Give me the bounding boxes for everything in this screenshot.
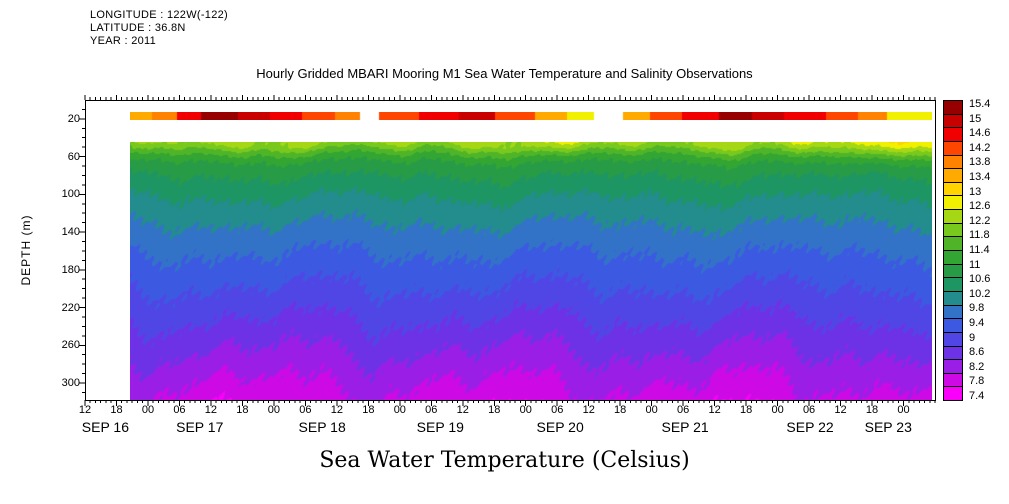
colorbar-label: 8.6 bbox=[969, 346, 985, 359]
meta-latitude: LATITUDE : 36.8N bbox=[90, 22, 186, 34]
colorbar-cell bbox=[944, 195, 962, 210]
x-hour-tick-label: 18 bbox=[488, 404, 501, 416]
x-hour-tick-label: 12 bbox=[834, 404, 847, 416]
y-tick-label: 60 bbox=[67, 150, 80, 163]
y-axis-label: DEPTH (m) bbox=[19, 214, 33, 286]
footer-axis-title: Sea Water Temperature (Celsius) bbox=[319, 448, 690, 473]
colorbar-cell bbox=[944, 140, 962, 155]
x-hour-tick-label: 06 bbox=[551, 404, 564, 416]
colorbar-label: 13.4 bbox=[969, 171, 991, 183]
colorbar-label: 10.2 bbox=[969, 287, 991, 300]
x-hour-tick-label: 00 bbox=[645, 404, 658, 416]
colorbar-label: 15 bbox=[969, 112, 982, 125]
colorbar-cell bbox=[944, 318, 962, 332]
plot-title: Hourly Gridded MBARI Mooring M1 Sea Wate… bbox=[256, 66, 753, 81]
x-hour-tick-label: 00 bbox=[771, 404, 784, 416]
colorbar-cell bbox=[944, 209, 962, 223]
colorbar-cell bbox=[944, 331, 962, 346]
colorbar-label: 9 bbox=[969, 331, 976, 344]
x-hour-tick-label: 00 bbox=[267, 404, 280, 416]
colorbar-label: 11.8 bbox=[969, 229, 990, 242]
x-hour-tick-label: 18 bbox=[739, 404, 753, 416]
x-hour-tick-label: 12 bbox=[708, 404, 721, 416]
y-tick-label: 220 bbox=[61, 301, 80, 314]
colorbar-label: 7.8 bbox=[969, 375, 985, 388]
colorbar-cell bbox=[944, 127, 962, 141]
x-date-label: SEP 22 bbox=[786, 419, 834, 435]
colorbar-label: 11 bbox=[969, 258, 981, 271]
colorbar-label: 10.6 bbox=[969, 273, 991, 286]
x-hour-tick-label: 06 bbox=[173, 404, 186, 416]
colorbar-label: 9.4 bbox=[969, 317, 985, 329]
colorbar-label: 11.4 bbox=[969, 244, 990, 256]
x-hour-tick-label: 00 bbox=[393, 404, 406, 416]
x-date-label: SEP 18 bbox=[298, 419, 346, 435]
colorbar-cell bbox=[944, 345, 962, 360]
y-tick-label: 100 bbox=[61, 188, 80, 201]
temperature-field-canvas bbox=[130, 142, 932, 400]
x-date-label: SEP 20 bbox=[536, 419, 584, 435]
colorbar-cell bbox=[944, 181, 962, 196]
colorbar-label: 15.4 bbox=[969, 98, 991, 110]
colorbar-cell bbox=[944, 263, 962, 278]
colorbar-label: 13.8 bbox=[969, 156, 991, 169]
colorbar-cell bbox=[944, 304, 962, 319]
colorbar-label: 14.6 bbox=[969, 127, 991, 140]
colorbar-label: 14.2 bbox=[969, 141, 991, 154]
y-tick-label: 140 bbox=[61, 226, 80, 239]
meta-longitude: LONGITUDE : 122W(-122) bbox=[90, 9, 229, 21]
y-tick-label: 180 bbox=[61, 263, 80, 276]
colorbar-label: 12.6 bbox=[969, 200, 991, 213]
x-hour-tick-label: 18 bbox=[362, 404, 375, 416]
x-hour-tick-label: 06 bbox=[299, 404, 312, 416]
y-tick-label: 260 bbox=[61, 339, 80, 352]
x-hour-tick-label: 00 bbox=[519, 404, 532, 416]
colorbar-cell bbox=[944, 372, 962, 387]
y-tick-label: 20 bbox=[67, 112, 80, 125]
x-hour-tick-label: 12 bbox=[204, 404, 218, 416]
colorbar-cell bbox=[944, 101, 962, 114]
colorbar-label: 8.2 bbox=[969, 360, 985, 373]
x-date-label: SEP 19 bbox=[416, 419, 464, 435]
colorbar bbox=[943, 100, 963, 401]
colorbar-label: 13 bbox=[969, 185, 982, 198]
x-hour-tick-label: 00 bbox=[141, 404, 155, 416]
x-hour-tick-label: 12 bbox=[582, 404, 595, 416]
colorbar-label: 7.4 bbox=[969, 390, 985, 402]
colorbar-cell bbox=[944, 222, 962, 237]
colorbar-cell bbox=[944, 236, 962, 251]
x-date-label: SEP 21 bbox=[661, 419, 709, 435]
meta-year: YEAR : 2011 bbox=[90, 35, 157, 47]
colorbar-label: 9.8 bbox=[969, 302, 985, 315]
x-date-label: SEP 23 bbox=[864, 419, 912, 435]
colorbar-cell bbox=[944, 290, 962, 305]
colorbar-cell bbox=[944, 386, 962, 401]
y-tick-label: 300 bbox=[61, 377, 80, 390]
x-hour-tick-label: 18 bbox=[865, 404, 879, 416]
colorbar-cell bbox=[944, 168, 962, 182]
x-hour-tick-label: 00 bbox=[897, 404, 910, 416]
colorbar-cell bbox=[944, 250, 962, 264]
x-date-label: SEP 17 bbox=[176, 419, 224, 435]
x-hour-tick-label: 06 bbox=[425, 404, 438, 416]
meta-block: LONGITUDE : 122W(-122) LATITUDE : 36.8N … bbox=[90, 9, 228, 48]
x-hour-tick-label: 18 bbox=[236, 404, 249, 416]
x-hour-tick-label: 18 bbox=[614, 404, 627, 416]
colorbar-cell bbox=[944, 359, 962, 373]
colorbar-cell bbox=[944, 154, 962, 169]
colorbar-cell bbox=[944, 277, 962, 291]
colorbar-cell bbox=[944, 113, 962, 128]
x-date-label: SEP 16 bbox=[81, 419, 130, 435]
x-hour-tick-label: 12 bbox=[330, 404, 343, 416]
x-hour-tick-label: 06 bbox=[802, 404, 816, 416]
colorbar-label: 12.2 bbox=[969, 214, 991, 227]
x-hour-tick-label: 12 bbox=[456, 404, 469, 416]
x-hour-tick-label: 06 bbox=[677, 404, 690, 416]
x-hour-tick-label: 18 bbox=[110, 404, 123, 416]
x-hour-tick-label: 12 bbox=[78, 404, 92, 416]
surface-strip-canvas bbox=[130, 112, 932, 120]
